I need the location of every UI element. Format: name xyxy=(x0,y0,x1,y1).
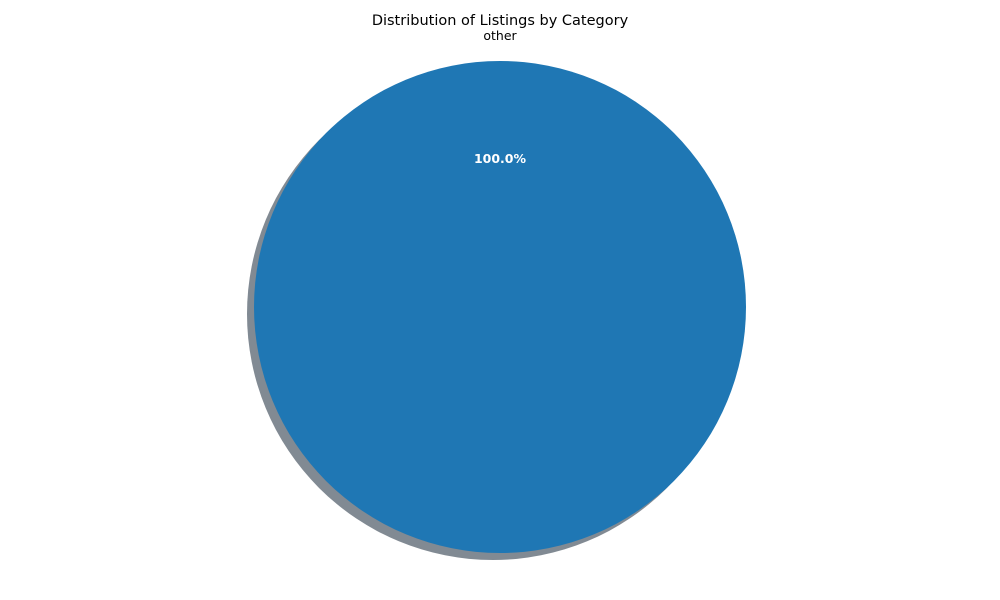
pie-slice-other xyxy=(254,61,746,553)
pie-percent-label: 100.0% xyxy=(474,151,527,166)
pie-label-layer: 100.0% other xyxy=(474,28,527,166)
pie-category-label: other xyxy=(483,28,517,43)
pie-slice-layer xyxy=(254,61,746,553)
chart-title: Distribution of Listings by Category xyxy=(371,13,629,29)
